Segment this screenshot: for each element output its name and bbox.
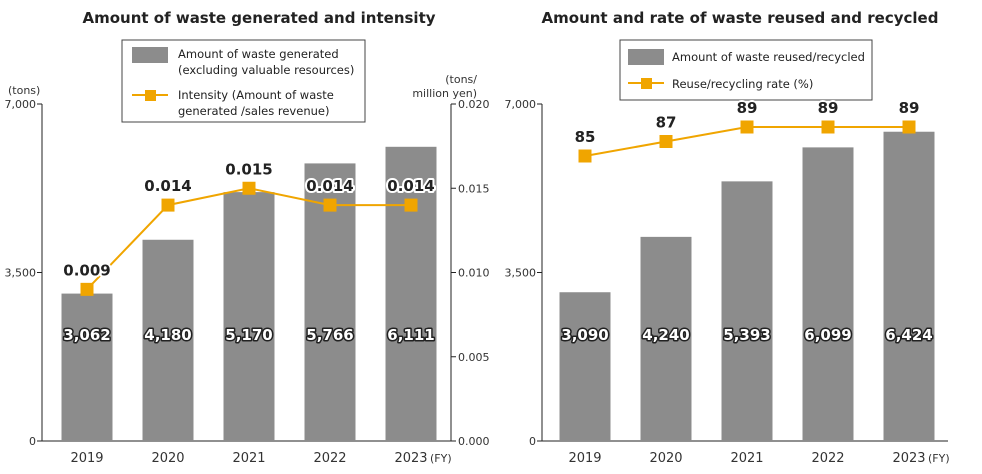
x-tick-label: 2021	[232, 451, 265, 466]
right-y-tick-label: 0.000	[458, 435, 490, 448]
point-value-label: 87	[656, 114, 677, 132]
bar	[802, 147, 854, 441]
line-marker	[323, 198, 337, 212]
right-y-tick-label: 0.010	[458, 267, 490, 280]
bar	[223, 192, 275, 441]
line-marker	[821, 120, 835, 134]
right-y-tick-label: 0.015	[458, 182, 490, 195]
left-y-tick-label: 0	[529, 435, 536, 448]
waste-generated-chart-title: Amount of waste generated and intensity	[82, 9, 435, 27]
point-value-label: 0.014	[387, 177, 434, 195]
legend-line-label: Reuse/recycling rate (%)	[672, 77, 813, 91]
left-y-axis-unit: (tons)	[8, 84, 40, 97]
right-y-tick-label: 0.020	[458, 98, 490, 111]
bar-value-label: 3,062	[63, 326, 110, 344]
right-y-axis-unit-line1: (tons/	[445, 73, 477, 86]
point-value-label: 0.014	[144, 177, 191, 195]
recycling-rate-line: 85 87 89 89 89	[573, 97, 921, 163]
left-y-tick-label: 7,000	[505, 98, 537, 111]
point-value-label: 89	[737, 99, 758, 117]
bar-value-label: 4,240	[642, 326, 689, 344]
bar	[61, 293, 113, 441]
legend-line-marker	[641, 78, 652, 89]
x-tick-label: 2023	[892, 451, 925, 466]
left-y-tick-label: 3,500	[505, 267, 537, 280]
right-y-axis-unit-line2: million yen)	[412, 87, 477, 100]
line-marker	[242, 181, 256, 195]
intensity-line: 0.009 0.014 0.015 0.014 0.014	[61, 158, 437, 296]
point-value-label: 0.014	[306, 177, 353, 195]
left-y-tick-label: 0	[29, 435, 36, 448]
bar	[883, 131, 935, 441]
x-tick-label: 2021	[730, 451, 763, 466]
bar-value-label: 5,170	[225, 326, 272, 344]
x-tick-label: 2022	[811, 451, 844, 466]
bar-value-label: 5,393	[723, 326, 770, 344]
point-value-label: 89	[818, 99, 839, 117]
legend-line-marker	[145, 90, 156, 101]
line-marker	[578, 149, 592, 163]
legend-bar-swatch	[628, 49, 664, 65]
bar-value-label: 5,766	[306, 326, 353, 344]
line-marker	[80, 282, 94, 296]
bar-value-label: 6,099	[804, 326, 851, 344]
line-marker	[740, 120, 754, 134]
x-tick-label: 2019	[568, 451, 601, 466]
line-marker	[161, 198, 175, 212]
legend-bar-swatch	[132, 47, 168, 63]
waste-recycled-chart-title: Amount and rate of waste reused and recy…	[542, 9, 939, 27]
left-y-tick-label: 3,500	[5, 267, 37, 280]
bar	[640, 236, 692, 441]
legend-bar-label-line2: (excluding valuable resources)	[178, 63, 354, 77]
x-tick-label: 2022	[313, 451, 346, 466]
legend-line-label-line1: Intensity (Amount of waste	[178, 88, 334, 102]
x-axis-suffix: (FY)	[430, 452, 452, 465]
legend-bar-label-line1: Amount of waste generated	[178, 47, 339, 61]
right-y-tick-label: 0.005	[458, 351, 490, 364]
bar	[721, 181, 773, 441]
bar-value-label: 6,111	[387, 326, 434, 344]
bar	[559, 292, 611, 441]
point-value-label: 0.015	[225, 160, 272, 178]
left-y-tick-label: 7,000	[5, 98, 37, 111]
bar	[142, 239, 194, 441]
x-tick-label: 2020	[151, 451, 184, 466]
bar	[385, 146, 437, 441]
line-marker	[404, 198, 418, 212]
x-tick-label: 2023	[394, 451, 427, 466]
waste-generated-chart: Amount of waste generated and intensity …	[5, 9, 490, 466]
x-tick-label: 2019	[70, 451, 103, 466]
legend-line-label-line2: generated /sales revenue)	[178, 104, 329, 118]
x-tick-label: 2020	[649, 451, 682, 466]
x-axis-suffix: (FY)	[928, 452, 950, 465]
bar-value-label: 6,424	[885, 326, 932, 344]
line-marker	[902, 120, 916, 134]
point-value-label: 0.009	[63, 261, 110, 279]
bar-value-label: 3,090	[561, 326, 608, 344]
point-value-label: 89	[899, 99, 920, 117]
waste-generated-legend: Amount of waste generated (excluding val…	[121, 39, 366, 123]
point-value-label: 85	[575, 128, 596, 146]
legend-bar-label: Amount of waste reused/recycled	[672, 50, 865, 64]
waste-recycled-bars: 3,090 4,240 5,393 6,099 6,424	[559, 131, 935, 441]
waste-generated-bars: 3,062 4,180 5,170 5,766 6,111	[61, 146, 437, 442]
waste-recycled-legend: Amount of waste reused/recycled Reuse/re…	[619, 39, 873, 101]
waste-recycled-chart: Amount and rate of waste reused and recy…	[505, 9, 950, 466]
bar-value-label: 4,180	[144, 326, 191, 344]
line-marker	[659, 135, 673, 148]
